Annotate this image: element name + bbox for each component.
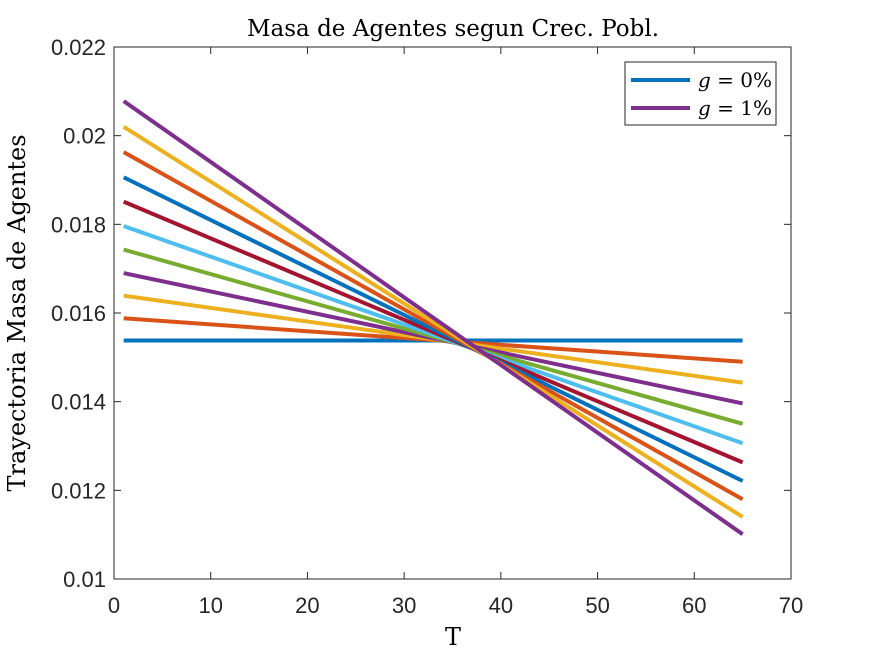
legend-label-2: g = 1% [698, 96, 772, 120]
y-tick-label: 0.018 [51, 212, 106, 237]
series-line-7 [122, 199, 744, 465]
x-tick-label: 50 [585, 593, 609, 618]
legend-label-1: g = 0% [698, 68, 772, 92]
y-tick-label: 0.022 [51, 35, 106, 60]
x-tick-label: 70 [779, 593, 803, 618]
series-line-6 [123, 224, 744, 446]
x-tick-label: 0 [108, 593, 120, 618]
x-tick-label: 30 [392, 593, 416, 618]
x-tick-label: 20 [295, 593, 319, 618]
x-tick-label: 10 [198, 593, 222, 618]
legend: g = 0% g = 1% [624, 61, 777, 126]
x-tick-label: 60 [682, 593, 706, 618]
y-tick-label: 0.02 [63, 124, 106, 149]
plot-area [122, 99, 744, 536]
series-line-11 [122, 99, 744, 536]
y-axis-label: Trayectoria Masa de Agentes [3, 134, 31, 491]
x-axis-label: T [445, 623, 461, 651]
series-line-9 [122, 150, 744, 501]
x-tick-label: 40 [489, 593, 513, 618]
legend-box [624, 61, 777, 126]
chart-title: Masa de Agentes segun Crec. Pobl. [247, 16, 659, 42]
series-line-10 [122, 125, 744, 519]
series-line-8 [122, 175, 744, 483]
y-tick-label: 0.014 [51, 390, 106, 415]
y-tick-label: 0.01 [63, 567, 106, 592]
y-tick-label: 0.012 [51, 478, 106, 503]
y-tick-label: 0.016 [51, 301, 106, 326]
